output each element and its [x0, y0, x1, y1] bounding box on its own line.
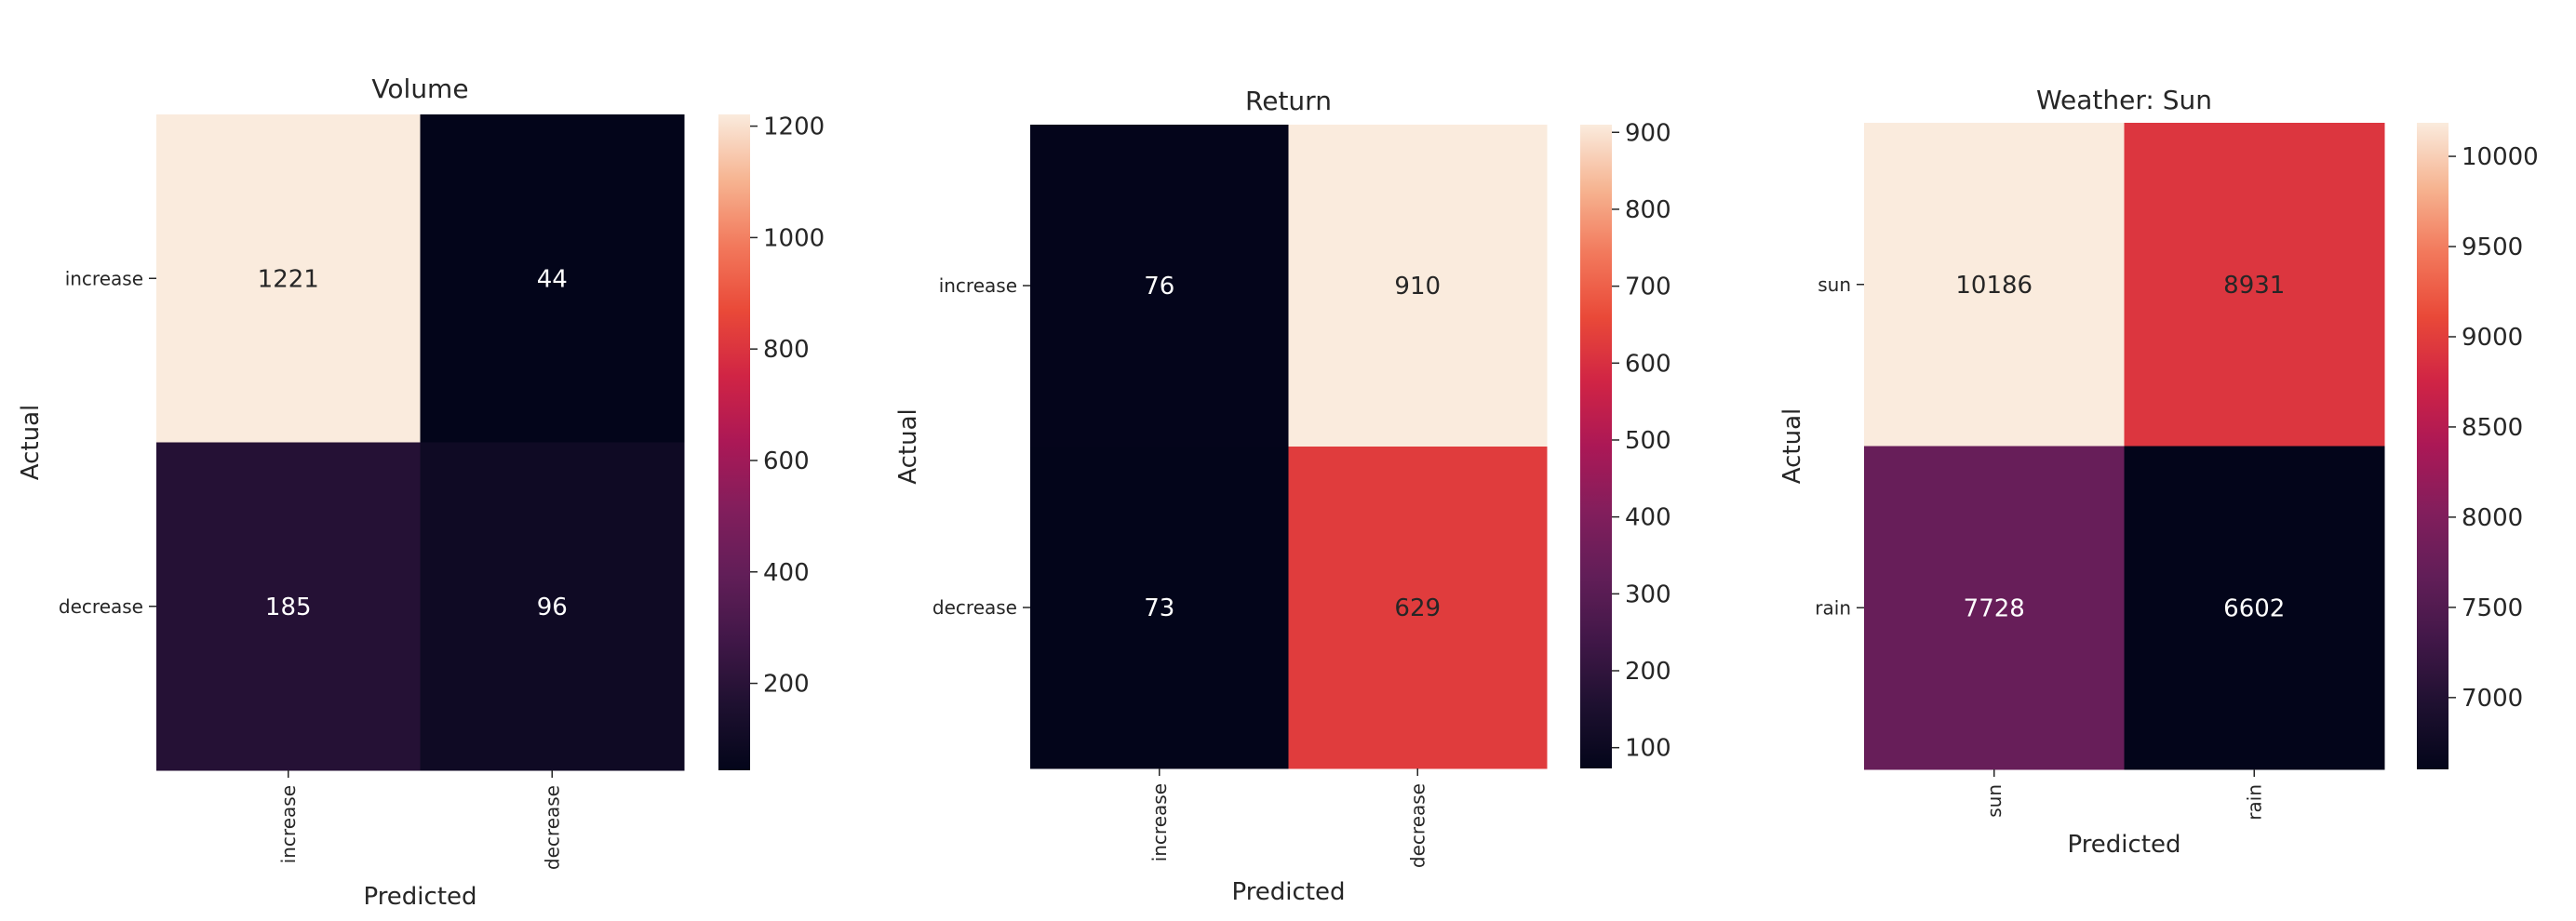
colorbar-tick-label: 900: [1625, 119, 1671, 147]
heatmap-cell: [1864, 123, 2125, 447]
y-tick-label: rain: [1815, 596, 1851, 619]
colorbar-tick-label: 8500: [2462, 414, 2523, 442]
x-tick-label: decrease: [1406, 783, 1429, 868]
y-tick-label: increase: [65, 267, 143, 289]
x-tick-label: rain: [2243, 784, 2265, 821]
heatmap-cell: [2124, 446, 2385, 770]
heatmap-cell: [156, 114, 421, 443]
heatmap-cell: [1030, 447, 1289, 769]
colorbar-tick-label: 100: [1625, 735, 1671, 763]
colorbar-tick-label: 1000: [763, 224, 825, 252]
cell-value-label: 7728: [1964, 594, 2025, 622]
colorbar-tick-label: 600: [1625, 350, 1671, 378]
cell-value-label: 76: [1144, 273, 1174, 300]
colorbar-tick-label: 800: [763, 336, 810, 364]
colorbar-tick-label: 700: [1625, 274, 1671, 301]
cell-value-label: 96: [537, 594, 568, 621]
colorbar-tick-label: 9500: [2462, 234, 2523, 261]
heatmap-cell: [1030, 125, 1289, 447]
cell-value-label: 629: [1394, 594, 1441, 622]
colorbar: [1580, 125, 1612, 768]
colorbar-tick-label: 400: [763, 559, 810, 587]
y-axis-label: Actual: [1778, 408, 1806, 484]
x-tick-label: decrease: [541, 785, 563, 870]
colorbar-tick-label: 200: [763, 671, 810, 699]
heatmap-cell: [156, 442, 421, 771]
chart-title: Return: [1245, 86, 1332, 116]
chart-title: Weather: Sun: [2036, 85, 2212, 115]
heatmap-cell: [1288, 125, 1548, 447]
x-tick-label: increase: [1148, 783, 1171, 861]
colorbar-tick-label: 1200: [763, 113, 825, 141]
y-axis-label: Actual: [17, 405, 45, 480]
colorbar-tick-label: 10000: [2462, 143, 2539, 171]
colorbar: [2417, 123, 2449, 769]
colorbar-tick-label: 400: [1625, 504, 1671, 532]
heatmap-cell: [2124, 123, 2385, 447]
cell-value-label: 44: [537, 265, 568, 293]
colorbar-tick-label: 8000: [2462, 504, 2523, 532]
colorbar-tick-label: 600: [763, 447, 810, 475]
heatmap-panel-1: 1221 44 185 96 increase decrease increase decre…: [17, 73, 825, 911]
colorbar-tick-label: 9000: [2462, 324, 2523, 352]
colorbar-tick-label: 500: [1625, 427, 1671, 455]
heatmap-cell: [420, 114, 685, 443]
cell-value-label: 8931: [2223, 272, 2285, 300]
heatmap-cell: [1288, 447, 1548, 769]
x-tick-label: sun: [1983, 784, 2006, 818]
cell-value-label: 910: [1394, 273, 1441, 300]
y-tick-label: sun: [1818, 274, 1851, 296]
y-axis-label: Actual: [894, 408, 922, 484]
colorbar: [718, 114, 750, 770]
x-tick-label: increase: [277, 785, 300, 863]
colorbar-tick-label: 200: [1625, 658, 1671, 686]
colorbar-tick-label: 300: [1625, 581, 1671, 608]
y-tick-label: decrease: [59, 595, 143, 618]
colorbar-tick-label: 800: [1625, 196, 1671, 224]
colorbar-tick-label: 7000: [2462, 685, 2523, 713]
colorbar-tick-label: 7500: [2462, 594, 2523, 622]
cell-value-label: 1221: [258, 265, 319, 293]
x-axis-label: Predicted: [1231, 878, 1345, 906]
heatmap-panel-3: 10186 8931 7728 6602 sun rain sun rain Weather: …: [1778, 85, 2539, 859]
x-axis-label: Predicted: [2067, 831, 2180, 859]
y-tick-label: increase: [939, 274, 1017, 297]
cell-value-label: 73: [1144, 594, 1174, 622]
heatmap-panel-2: 76 910 73 629 increase decrease increase decrea…: [894, 86, 1671, 906]
cell-value-label: 10186: [1955, 272, 2033, 300]
y-tick-label: decrease: [932, 596, 1017, 619]
cell-value-label: 185: [265, 594, 312, 621]
chart-title: Volume: [371, 73, 468, 104]
heatmap-cell: [1864, 446, 2125, 770]
cell-value-label: 6602: [2223, 594, 2285, 622]
heatmap-cell: [420, 442, 685, 771]
x-axis-label: Predicted: [363, 883, 476, 911]
